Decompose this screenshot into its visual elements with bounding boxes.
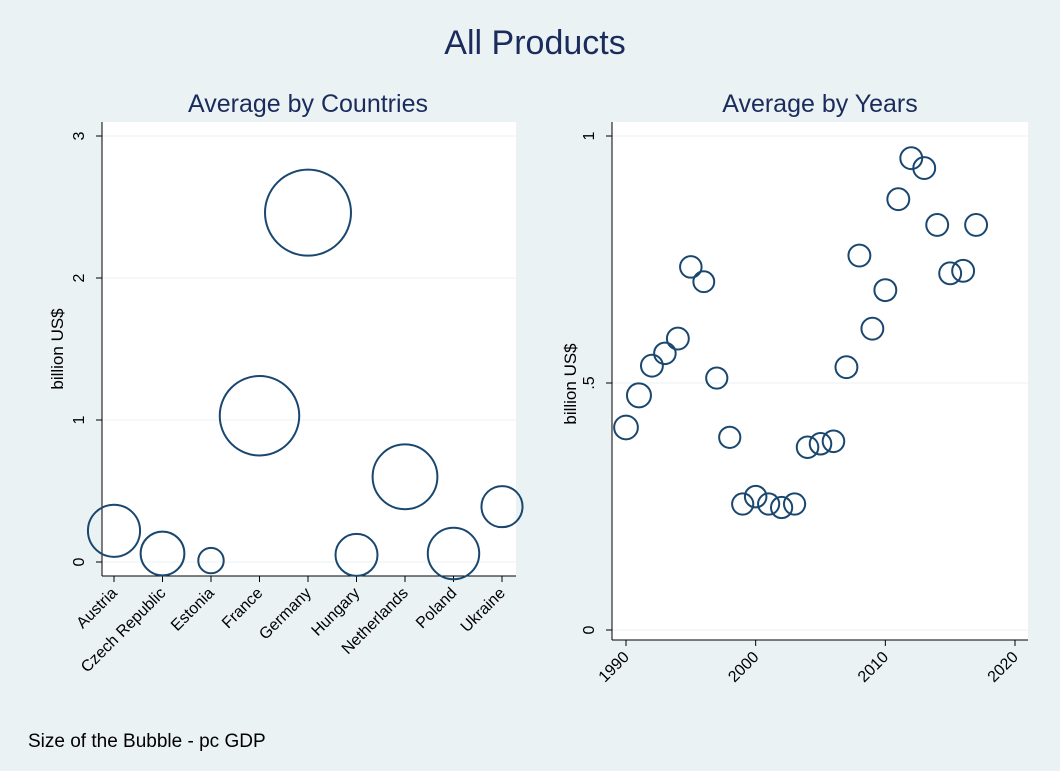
y-tick-label-years-0: 0 [581, 625, 598, 634]
y-tick-label-countries-0: 0 [71, 557, 88, 566]
y-tick-label-years-1: .5 [581, 376, 598, 389]
title-countries: Average by Countries [188, 90, 428, 118]
y-axis-title-countries: billion US$ [48, 308, 67, 390]
bubbles-years [613, 146, 989, 520]
y-ticks-countries: 0 1 2 3 [71, 131, 102, 566]
bubble-years-16 [821, 429, 846, 454]
chart-years: Average by Years billion US$ 0.51 1990 20… [561, 90, 1028, 686]
bubble-countries-5 [334, 532, 379, 577]
bubble-years-13 [782, 492, 807, 516]
y-tick-label-years-2: 1 [581, 131, 598, 140]
bubble-years-19 [860, 316, 885, 341]
bubble-years-1 [625, 382, 652, 409]
bubbles-countries [86, 168, 524, 581]
bubble-years-12 [770, 495, 794, 520]
bubble-years-10 [743, 484, 768, 509]
y-tick-label-countries-1: 1 [71, 415, 88, 424]
bubble-years-27 [964, 212, 989, 237]
bubble-years-18 [847, 243, 872, 268]
bubble-years-26 [951, 258, 976, 283]
bubble-size-note: Size of the Bubble - pc GDP [28, 731, 266, 752]
bubble-years-2 [639, 353, 664, 378]
title-years: Average by Years [722, 90, 918, 118]
bubble-years-7 [705, 366, 729, 390]
bubble-countries-8 [480, 485, 524, 529]
bubble-countries-2 [197, 546, 225, 575]
bubble-countries-4 [264, 168, 352, 257]
bubble-years-25 [938, 261, 963, 286]
plot-area-years [612, 122, 1028, 640]
bubble-years-21 [886, 187, 911, 212]
bubble-years-17 [834, 355, 859, 380]
bubble-years-14 [795, 435, 820, 459]
bubble-years-6 [692, 270, 716, 294]
bubble-years-24 [925, 212, 950, 237]
bubble-countries-6 [371, 443, 439, 511]
bubble-years-5 [679, 255, 703, 279]
bubble-years-3 [653, 341, 677, 366]
y-axis-title-years: billion US$ [561, 343, 580, 425]
bubble-countries-7 [426, 526, 481, 581]
y-ticks-years: 0.51 [581, 131, 612, 634]
y-tick-label-countries-3: 3 [71, 131, 88, 140]
bubble-years-20 [873, 278, 898, 303]
gridlines-years [612, 135, 1028, 631]
bubble-years-4 [665, 326, 690, 351]
bubble-years-0 [613, 414, 639, 441]
bubble-years-11 [757, 492, 781, 516]
bubble-years-15 [808, 431, 833, 456]
bubble-countries-0 [86, 503, 142, 558]
bubble-countries-3 [218, 374, 301, 457]
bubble-countries-1 [139, 530, 186, 577]
figure-title: All Products [444, 24, 625, 62]
plot-area-countries [102, 122, 516, 576]
bubble-years-9 [731, 492, 755, 516]
y-tick-label-countries-2: 2 [71, 273, 88, 282]
gridlines-countries [102, 135, 516, 563]
bubble-years-23 [912, 156, 937, 181]
bubble-years-8 [718, 425, 742, 449]
